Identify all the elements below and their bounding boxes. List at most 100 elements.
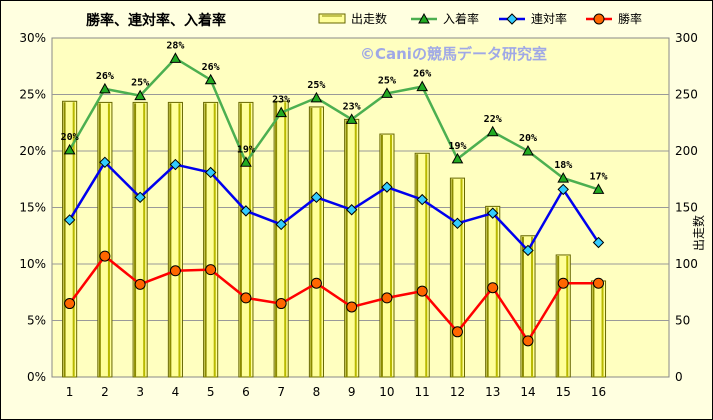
circle-marker (275, 298, 287, 310)
triangle-marker (310, 91, 323, 103)
legend-bar-swatch (318, 13, 346, 24)
diamond-marker (169, 158, 182, 171)
diamond-marker (522, 244, 534, 257)
circle-marker (592, 277, 604, 289)
right-axis-label: 出走数 (691, 215, 706, 251)
triangle-marker (204, 73, 217, 85)
x-tick-label: 11 (415, 385, 430, 399)
right-tick-label: 200 (675, 144, 698, 158)
x-tick-label: 14 (520, 385, 535, 399)
left-tick-label: 25% (19, 88, 46, 102)
diamond-marker (134, 191, 146, 204)
left-tick-label: 0% (27, 370, 46, 384)
diamond-marker (451, 217, 464, 230)
triangle-marker (451, 152, 464, 164)
bar-series (62, 100, 607, 378)
line-series: 20% 26% 25% 28% 26% 19% 23% 25% 23% 25% 26% 19% 22% 2… (61, 40, 608, 347)
x-tick-label: 8 (313, 385, 321, 399)
circle-marker (99, 250, 111, 262)
diamond-marker (63, 214, 76, 226)
diamond-marker (204, 166, 217, 179)
chart-title: 勝率、連対率、入着率 (86, 12, 226, 29)
legend: 出走数 入着率 連対率 勝率 (318, 11, 642, 26)
data-label: 26% (96, 71, 114, 82)
circle-marker (416, 285, 428, 297)
left-tick-label: 30% (19, 31, 46, 45)
right-tick-label: 50 (675, 314, 690, 328)
data-label: 26% (413, 69, 431, 80)
triangle-marker (275, 106, 288, 118)
triangle-marker (99, 82, 111, 94)
triangle-marker (63, 143, 76, 155)
x-tick-label: 6 (242, 385, 250, 399)
data-label: 20% (61, 132, 79, 143)
right-tick-label: 100 (675, 257, 698, 271)
legend-label: 出走数 (351, 11, 387, 26)
right-tick-label: 150 (675, 201, 698, 215)
circle-marker (64, 298, 76, 310)
triangle-marker (381, 87, 393, 98)
x-tick-label: 1 (66, 385, 74, 399)
x-tick-label: 3 (136, 385, 144, 399)
data-label: 23% (272, 95, 290, 106)
data-label: 28% (166, 40, 184, 51)
data-label: 20% (519, 133, 537, 144)
triangle-marker (522, 144, 534, 156)
data-label: 25% (307, 80, 325, 91)
triangle-marker (345, 113, 358, 124)
series-line (68, 56, 599, 191)
triangle-marker (169, 52, 182, 63)
x-tick-label: 5 (207, 385, 215, 399)
circle-marker (557, 277, 569, 289)
circle-marker (593, 13, 605, 25)
x-tick-label: 9 (348, 385, 356, 399)
x-tick-label: 4 (172, 385, 180, 399)
circle-marker (205, 264, 217, 276)
triangle-marker (592, 183, 605, 194)
circle-marker (346, 301, 358, 313)
legend-label: 勝率 (618, 11, 642, 26)
diamond-marker (99, 156, 111, 169)
circle-marker (487, 282, 499, 294)
circle-marker (134, 278, 146, 290)
triangle-marker (240, 156, 252, 167)
diamond-marker (240, 205, 252, 217)
triangle-marker (486, 125, 499, 137)
data-label: 19% (448, 141, 466, 152)
legend-label: 連対率 (531, 11, 567, 26)
x-tick-label: 2 (101, 385, 109, 399)
triangle-marker (416, 80, 429, 92)
diamond-marker (557, 183, 569, 196)
left-tick-label: 20% (19, 144, 46, 158)
circle-marker (451, 326, 463, 338)
series-line (68, 160, 600, 253)
x-tick-label: 16 (591, 385, 606, 399)
circle-marker (240, 292, 252, 304)
right-tick-label: 300 (675, 31, 698, 45)
legend-label: 入着率 (443, 11, 479, 26)
x-tick-label: 7 (277, 385, 285, 399)
diamond-marker (592, 236, 605, 249)
data-label: 23% (343, 101, 361, 112)
x-tick-label: 10 (379, 385, 394, 399)
data-label: 17% (589, 171, 607, 182)
x-tick-label: 15 (556, 385, 571, 399)
circle-marker (310, 277, 322, 289)
diamond-marker (345, 204, 358, 216)
diamond-marker (381, 181, 393, 193)
triangle-marker (418, 12, 430, 24)
right-tick-label: 250 (675, 88, 698, 102)
right-tick-label: 0 (675, 370, 683, 384)
watermark: ©Caniの競馬データ研究室 (360, 45, 547, 63)
diamond-marker (275, 218, 287, 231)
data-label: 18% (554, 160, 572, 171)
diamond-marker (487, 207, 499, 219)
x-tick-label: 13 (485, 385, 500, 399)
diamond-marker (416, 193, 428, 206)
data-label: 22% (484, 114, 502, 125)
left-tick-label: 5% (27, 314, 46, 328)
data-label: 25% (131, 78, 149, 89)
